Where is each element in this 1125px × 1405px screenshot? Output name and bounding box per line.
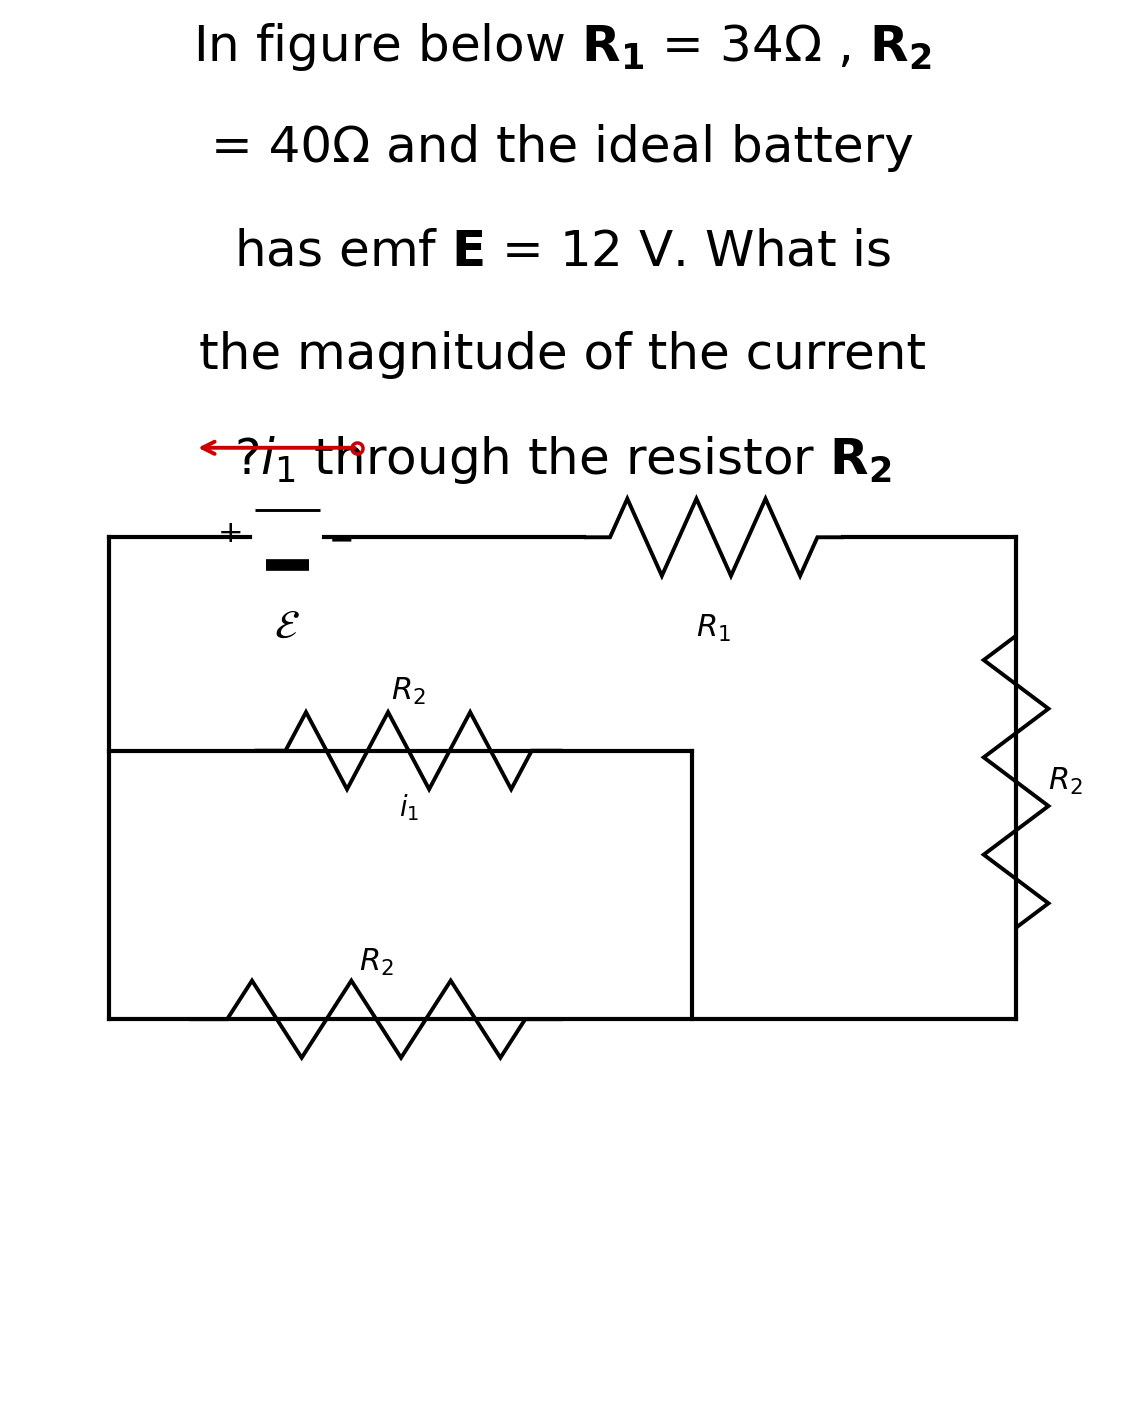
Text: $\mathcal{E}$: $\mathcal{E}$ (274, 607, 300, 646)
Text: −: − (328, 527, 354, 556)
Text: ?$i_1$ through the resistor $\mathbf{R_2}$: ?$i_1$ through the resistor $\mathbf{R_2… (234, 434, 891, 486)
Text: +: + (218, 518, 244, 548)
Text: the magnitude of the current: the magnitude of the current (199, 330, 926, 379)
Text: has emf $\mathbf{E}$ = 12 V. What is: has emf $\mathbf{E}$ = 12 V. What is (234, 228, 891, 275)
Text: $i_1$: $i_1$ (398, 792, 418, 823)
Text: $R_2$: $R_2$ (1048, 766, 1083, 797)
Text: In figure below $\mathbf{R_1}$ = 34Ω , $\mathbf{R_2}$: In figure below $\mathbf{R_1}$ = 34Ω , $… (193, 21, 931, 73)
Text: = 40Ω and the ideal battery: = 40Ω and the ideal battery (212, 124, 914, 173)
Text: $R_2$: $R_2$ (359, 947, 394, 978)
Text: $R_1$: $R_1$ (696, 613, 731, 643)
Text: $R_2$: $R_2$ (392, 676, 426, 707)
